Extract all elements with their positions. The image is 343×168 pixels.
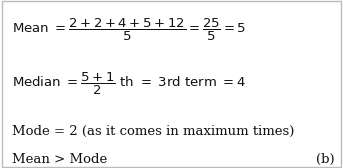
Text: Mean > Mode: Mean > Mode — [12, 153, 107, 166]
Text: (b): (b) — [316, 153, 334, 166]
Text: Mean $= \dfrac{2+2+4+5+12}{5} = \dfrac{25}{5} = 5$: Mean $= \dfrac{2+2+4+5+12}{5} = \dfrac{2… — [12, 17, 246, 43]
Text: Mode = 2 (as it comes in maximum times): Mode = 2 (as it comes in maximum times) — [12, 124, 294, 138]
Text: Median $= \dfrac{5+1}{2}$ th $= $ 3rd term $= 4$: Median $= \dfrac{5+1}{2}$ th $= $ 3rd te… — [12, 71, 246, 97]
